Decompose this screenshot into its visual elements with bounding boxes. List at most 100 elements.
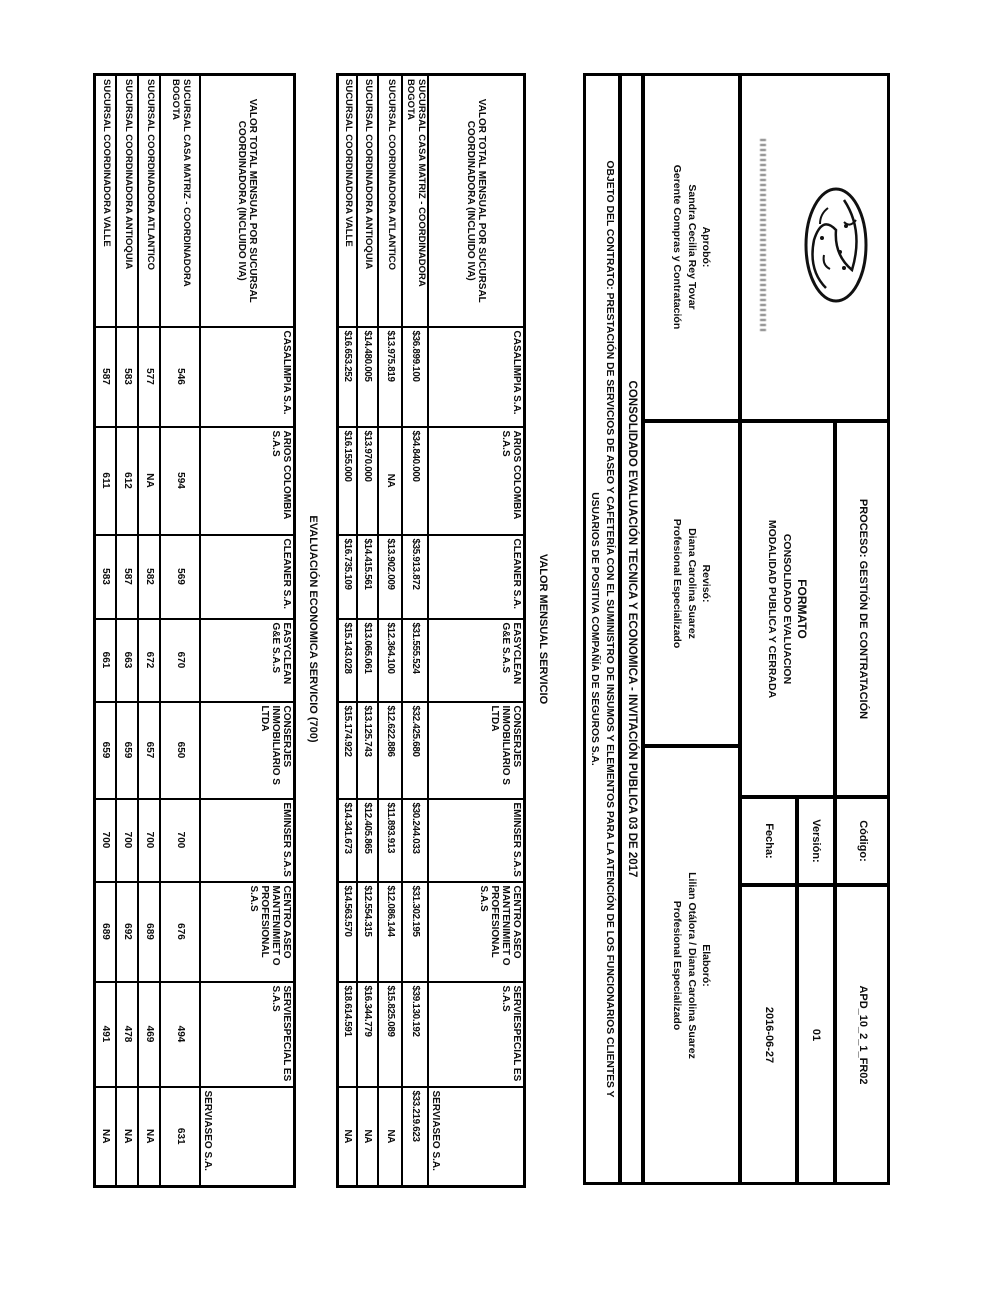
value-cell: 672 (138, 618, 161, 702)
company-header: SERVIASEO S.A. (200, 1086, 295, 1187)
company-header: CASALIMPIA S.A. (428, 326, 525, 427)
value-cell: $35.913.872 (402, 534, 429, 619)
value-cell: NA (138, 426, 161, 535)
value-cell: 494 (160, 981, 201, 1087)
value-cell: 689 (94, 881, 117, 982)
table-row: SUCURSAL COORDINADORA VALLE $16.653.252 $1… (337, 74, 358, 1187)
header-row: VALOR TOTAL MENSUAL POR SUCURSAL COORDIN… (428, 74, 525, 1187)
table-row: SUCURSAL CASA MATRIZ - COORDINADORA BOGO… (160, 74, 201, 1187)
value-cell: $15.825.089 (378, 981, 403, 1087)
fecha-value: 2016-06-27 (740, 885, 797, 1185)
value-cell: $15.143.028 (337, 618, 358, 702)
formato-title: FORMATO (794, 579, 809, 639)
objeto-line-1: OBJETO DEL CONTRATO: PRESTACIÓN DE SERVI… (604, 160, 616, 1098)
value-cell: $13.065.061 (357, 618, 379, 702)
value-cell: $14.341.673 (337, 798, 358, 882)
value-cell: $31.302.195 (402, 881, 429, 982)
company-header: ARIOS COLOMBIA S.A.S (200, 426, 295, 535)
document-title: CONSOLIDADO EVALUACIÓN TECNICA Y ECONOMI… (620, 73, 643, 1185)
company-header: CLEANER S.A. (428, 534, 525, 619)
aprobo-role: Gerente Compras y Contratación (671, 164, 684, 330)
value-cell: $14.480.005 (357, 326, 379, 427)
formato-cell: FORMATO CONSOLIDADO EVALUACION MODALIDAD… (740, 421, 835, 797)
objeto-cell: OBJETO DEL CONTRATO: PRESTACIÓN DE SERVI… (583, 73, 620, 1185)
value-cell: $12.405.865 (357, 798, 379, 882)
elaboro-role: Profesional Especializado (671, 900, 684, 1031)
value-cell: 700 (138, 798, 161, 882)
section-title-valor-mensual: VALOR MENSUAL SERVICIO (537, 553, 549, 705)
valor-mensual-table: VALOR TOTAL MENSUAL POR SUCURSAL COORDIN… (336, 73, 526, 1188)
fecha-label: Fecha: (740, 797, 797, 885)
version-value: 01 (797, 885, 835, 1185)
table-row: SUCURSAL CASA MATRIZ - COORDINADORA BOGO… (402, 74, 429, 1187)
value-cell: 546 (160, 326, 201, 427)
value-cell: NA (378, 1086, 403, 1187)
company-header: EASYCLEAN G&E S.A.S (428, 618, 525, 702)
value-cell: 659 (116, 701, 139, 799)
value-cell: NA (337, 1086, 358, 1187)
elaboro-title: Elaboró: (699, 944, 712, 987)
company-header: SERVIESPECIAL ES S.A.S (200, 981, 295, 1087)
value-cell: $39.130.192 (402, 981, 429, 1087)
header-row: VALOR TOTAL MENSUAL POR SUCURSAL COORDIN… (200, 74, 295, 1187)
value-cell: $33.219.623 (402, 1086, 429, 1187)
value-cell: 478 (116, 981, 139, 1087)
value-cell: $12.364.100 (378, 618, 403, 702)
value-cell: $16.735.109 (337, 534, 358, 619)
reviso-name: Diana Carolina Suarez (685, 528, 698, 639)
value-cell: 659 (94, 701, 117, 799)
row-label: SUCURSAL COORDINADORA ANTIOQUIA (357, 74, 379, 327)
formato-subtitle-1: CONSOLIDADO EVALUACION (780, 533, 793, 685)
value-cell: $13.970.000 (357, 426, 379, 535)
value-cell: 469 (138, 981, 161, 1087)
proceso-cell: PROCESO: GESTIÓN DE CONTRATACIÓN (835, 421, 890, 797)
corner-header: VALOR TOTAL MENSUAL POR SUCURSAL COORDIN… (200, 74, 295, 327)
value-cell: 631 (160, 1086, 201, 1187)
value-cell: 569 (160, 534, 201, 619)
elaboro-name: Lilian Otálora / Diana Carolina Suarez (685, 872, 698, 1059)
value-cell: $36.899.100 (402, 326, 429, 427)
value-cell: $13.975.819 (378, 326, 403, 427)
value-cell: $13.902.009 (378, 534, 403, 619)
value-cell: $30.244.033 (402, 798, 429, 882)
corner-header: VALOR TOTAL MENSUAL POR SUCURSAL COORDIN… (428, 74, 525, 327)
globe-logo (804, 187, 868, 303)
row-label: SUCURSAL COORDINADORA ANTIOQUIA (116, 74, 139, 327)
value-cell: 491 (94, 981, 117, 1087)
value-cell: 611 (94, 426, 117, 535)
reviso-role: Profesional Especializado (671, 518, 684, 649)
value-cell: $16.653.252 (337, 326, 358, 427)
value-cell: $14.563.570 (337, 881, 358, 982)
value-cell: 692 (116, 881, 139, 982)
value-cell: NA (357, 1086, 379, 1187)
reviso-cell: Revisó: Diana Carolina Suarez Profesiona… (643, 421, 740, 746)
formato-subtitle-2: MODALIDAD PUBLICA Y CERRADA (766, 519, 779, 699)
value-cell: 670 (160, 618, 201, 702)
value-cell: 676 (160, 881, 201, 982)
value-cell: 700 (160, 798, 201, 882)
table-row: SUCURSAL COORDINADORA ANTIOQUIA 583 612 587… (116, 74, 139, 1187)
value-cell: 594 (160, 426, 201, 535)
value-cell: $18.614.591 (337, 981, 358, 1087)
table-row: SUCURSAL COORDINADORA VALLE 587 611 583 661 6… (94, 74, 117, 1187)
value-cell: $13.125.743 (357, 701, 379, 799)
value-cell: $12.554.315 (357, 881, 379, 982)
value-cell: $14.415.561 (357, 534, 379, 619)
row-label: SUCURSAL COORDINADORA ATLANTICO (378, 74, 403, 327)
value-cell: $15.174.922 (337, 701, 358, 799)
value-cell: NA (378, 426, 403, 535)
table-row: SUCURSAL COORDINADORA ANTIOQUIA $14.480.0… (357, 74, 379, 1187)
evaluacion-economica-table: VALOR TOTAL MENSUAL POR SUCURSAL COORDIN… (93, 73, 296, 1188)
value-cell: 661 (94, 618, 117, 702)
logo-wordmark (760, 139, 766, 331)
value-cell: $34.840.000 (402, 426, 429, 535)
row-label: SUCURSAL COORDINADORA VALLE (94, 74, 117, 327)
objeto-line-2: USUARIOS DE POSITIVA COMPAÑÍA DE SEGUROS… (589, 492, 601, 766)
value-cell: NA (116, 1086, 139, 1187)
value-cell: $32.425.680 (402, 701, 429, 799)
company-header: SERVIESPECIAL ES S.A.S (428, 981, 525, 1087)
value-cell: 612 (116, 426, 139, 535)
company-header: CASALIMPIA S.A. (200, 326, 295, 427)
